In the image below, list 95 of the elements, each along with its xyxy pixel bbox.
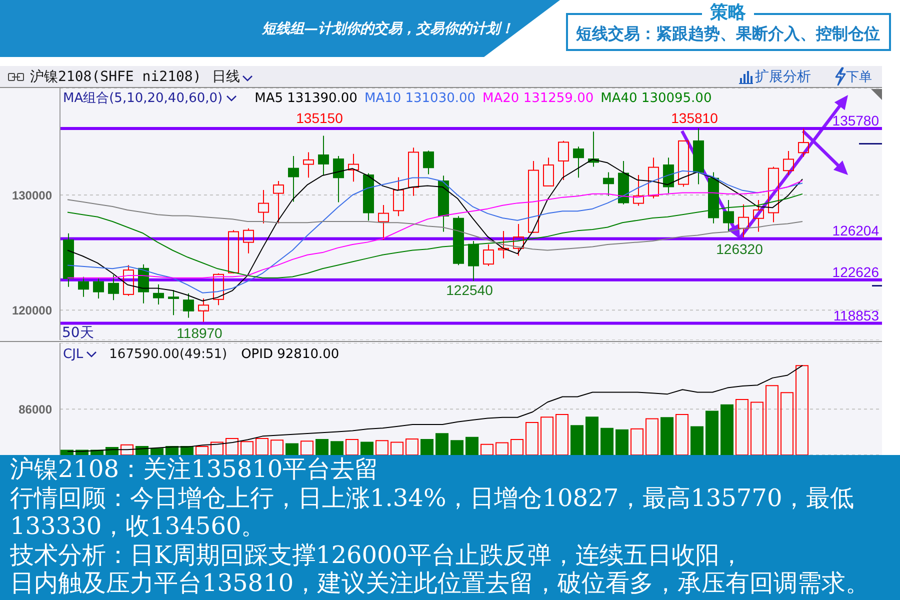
bar	[286, 443, 298, 455]
bar	[766, 385, 778, 455]
bar	[360, 442, 374, 455]
candlestick	[663, 157, 674, 194]
bar	[376, 440, 388, 455]
y-tick-label: 86000	[18, 402, 52, 416]
bar	[300, 440, 314, 455]
bar	[720, 404, 734, 455]
chart-subtitle: 日线	[212, 69, 240, 86]
bar	[796, 365, 808, 455]
text: MA40 130095.00	[600, 91, 712, 106]
bar	[600, 428, 614, 455]
bar	[436, 433, 448, 455]
text: 短线组—计划你的交易，交易你的计划！	[262, 21, 514, 38]
bar	[646, 418, 658, 455]
bar	[330, 441, 344, 455]
bar	[210, 442, 224, 455]
candlestick	[693, 128, 704, 185]
candlestick	[258, 189, 269, 224]
text: MA20 131259.00	[482, 91, 594, 106]
text: MA5 131390.00	[254, 91, 358, 106]
candlestick	[603, 172, 614, 196]
annotation: 126320	[716, 240, 763, 257]
candlestick	[318, 135, 329, 176]
text: 技术分析：日K周期回踩支撑126000平台止跌反弹，连续五日收阳，	[10, 540, 744, 568]
candlestick	[753, 199, 764, 232]
candlestick	[723, 199, 734, 232]
ref-line-label: 126204	[832, 222, 880, 239]
bar	[526, 422, 538, 455]
y-tick-label: 130000	[12, 188, 52, 202]
bar	[496, 442, 508, 455]
bar	[450, 440, 464, 455]
candlestick	[393, 176, 404, 217]
bar	[196, 446, 208, 455]
bar	[736, 399, 748, 455]
annotation: 135150	[296, 110, 343, 126]
annotation: 122540	[446, 282, 493, 298]
bar	[226, 438, 238, 455]
text: 策略	[702, 2, 754, 23]
text: OPID 92810.00	[241, 347, 340, 362]
bar	[466, 436, 478, 455]
ref-line-label: 135780	[832, 112, 880, 129]
bar	[120, 444, 134, 455]
annotation: 50天	[62, 325, 94, 341]
text: 下单	[846, 70, 872, 86]
ref-line-label: 118853	[833, 307, 880, 324]
bar	[630, 428, 644, 455]
bar	[570, 425, 584, 455]
candlestick	[498, 230, 509, 259]
bar	[60, 450, 74, 455]
bar	[706, 410, 718, 455]
bar	[690, 426, 704, 455]
annotation: 沪镍2108：关注135810平台去留	[10, 455, 379, 483]
bar	[616, 429, 628, 455]
candlestick	[738, 204, 749, 238]
annotation: 167590.00(49:51)	[109, 347, 228, 362]
bar	[480, 444, 494, 455]
annotation: 118970	[176, 325, 222, 342]
text: MA10 131030.00	[364, 91, 476, 106]
bar	[390, 442, 404, 455]
bar	[256, 438, 268, 455]
candlestick	[378, 204, 389, 241]
bar	[346, 439, 358, 455]
ref-line-label: 122626	[832, 264, 880, 280]
candlestick	[348, 153, 359, 182]
y-tick-label: 120000	[12, 303, 52, 318]
candlestick	[783, 150, 794, 176]
bar	[150, 448, 164, 455]
chart-title: 沪镍2108(SHFE ni2108)	[30, 69, 202, 86]
bar	[556, 414, 568, 455]
bar	[316, 439, 328, 455]
bar	[780, 392, 794, 455]
bar	[540, 416, 554, 455]
candlestick	[303, 152, 314, 178]
text: 行情回顾：今日增仓上行，日上涨1.34%，日增仓10827，最高135770，最低	[10, 484, 854, 512]
candlestick	[618, 160, 629, 205]
bar	[270, 440, 284, 455]
text: 日内触及压力平台135810，建议关注此位置去留，破位看多，承压有回调需求。	[10, 569, 870, 597]
bar	[676, 414, 688, 455]
bar	[406, 438, 418, 455]
bar	[420, 439, 434, 455]
bar	[586, 416, 598, 455]
text: 短线交易：紧跟趋势、果断介入、控制仓位	[576, 24, 880, 43]
annotation: 135810	[671, 110, 718, 126]
candlestick	[438, 175, 449, 232]
bar	[240, 441, 254, 455]
legend-title: MA组合(5,10,20,40,60,0)	[63, 91, 223, 106]
text: 扩展分析	[755, 69, 811, 86]
candlestick	[768, 166, 779, 223]
bar	[510, 439, 524, 455]
candlestick	[288, 156, 299, 202]
bar	[750, 402, 764, 455]
bar	[660, 417, 674, 455]
text: 133330，收134560。	[10, 512, 266, 540]
legend-title: CJL	[63, 347, 84, 362]
